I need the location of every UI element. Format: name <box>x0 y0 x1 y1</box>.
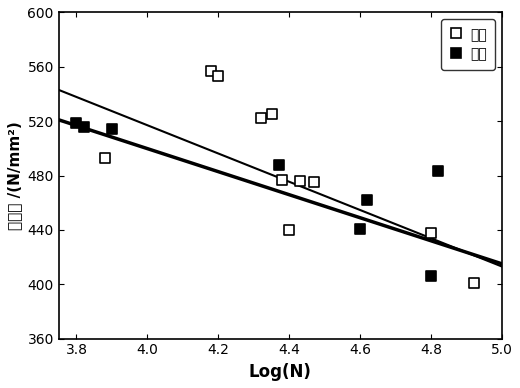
Point <box>296 178 304 184</box>
Point <box>427 230 435 236</box>
Point <box>470 280 478 286</box>
Point <box>434 168 443 175</box>
Point <box>363 197 371 203</box>
Y-axis label: 应力幅 /(N/mm²): 应力幅 /(N/mm²) <box>7 121 22 230</box>
Point <box>257 115 265 121</box>
Point <box>101 155 109 161</box>
Point <box>108 126 116 132</box>
Point <box>80 123 88 130</box>
Point <box>275 161 283 168</box>
Point <box>207 68 215 74</box>
X-axis label: Log(N): Log(N) <box>249 363 312 381</box>
Point <box>310 179 318 185</box>
Point <box>278 177 287 183</box>
Point <box>214 73 223 80</box>
Point <box>427 273 435 279</box>
Point <box>72 120 81 126</box>
Legend: 样机, 国产: 样机, 国产 <box>441 19 495 69</box>
Point <box>285 227 293 233</box>
Point <box>356 225 365 232</box>
Point <box>267 111 276 118</box>
